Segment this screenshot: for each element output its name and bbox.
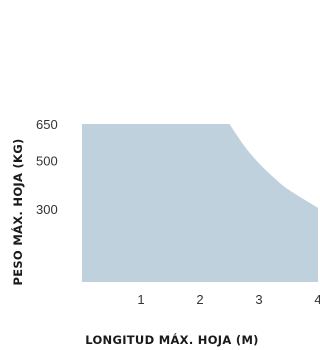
y-axis-label: PESO MÁX. HOJA (KG)	[10, 138, 25, 285]
plot-area	[82, 124, 318, 282]
y-tick-label: 500	[36, 153, 58, 168]
y-tick-label: 300	[36, 202, 58, 217]
area-series	[82, 124, 318, 282]
x-tick-label: 1	[137, 292, 144, 307]
y-axis-ticks: 300 500 650	[36, 117, 58, 217]
x-tick-label: 2	[196, 292, 203, 307]
x-tick-label: 4	[314, 292, 320, 307]
y-tick-label: 650	[36, 117, 58, 132]
x-tick-label: 3	[255, 292, 262, 307]
x-axis-ticks: 1 2 3 4	[137, 292, 320, 307]
x-axis-label: LONGITUD MÁX. HOJA (M)	[85, 332, 259, 347]
